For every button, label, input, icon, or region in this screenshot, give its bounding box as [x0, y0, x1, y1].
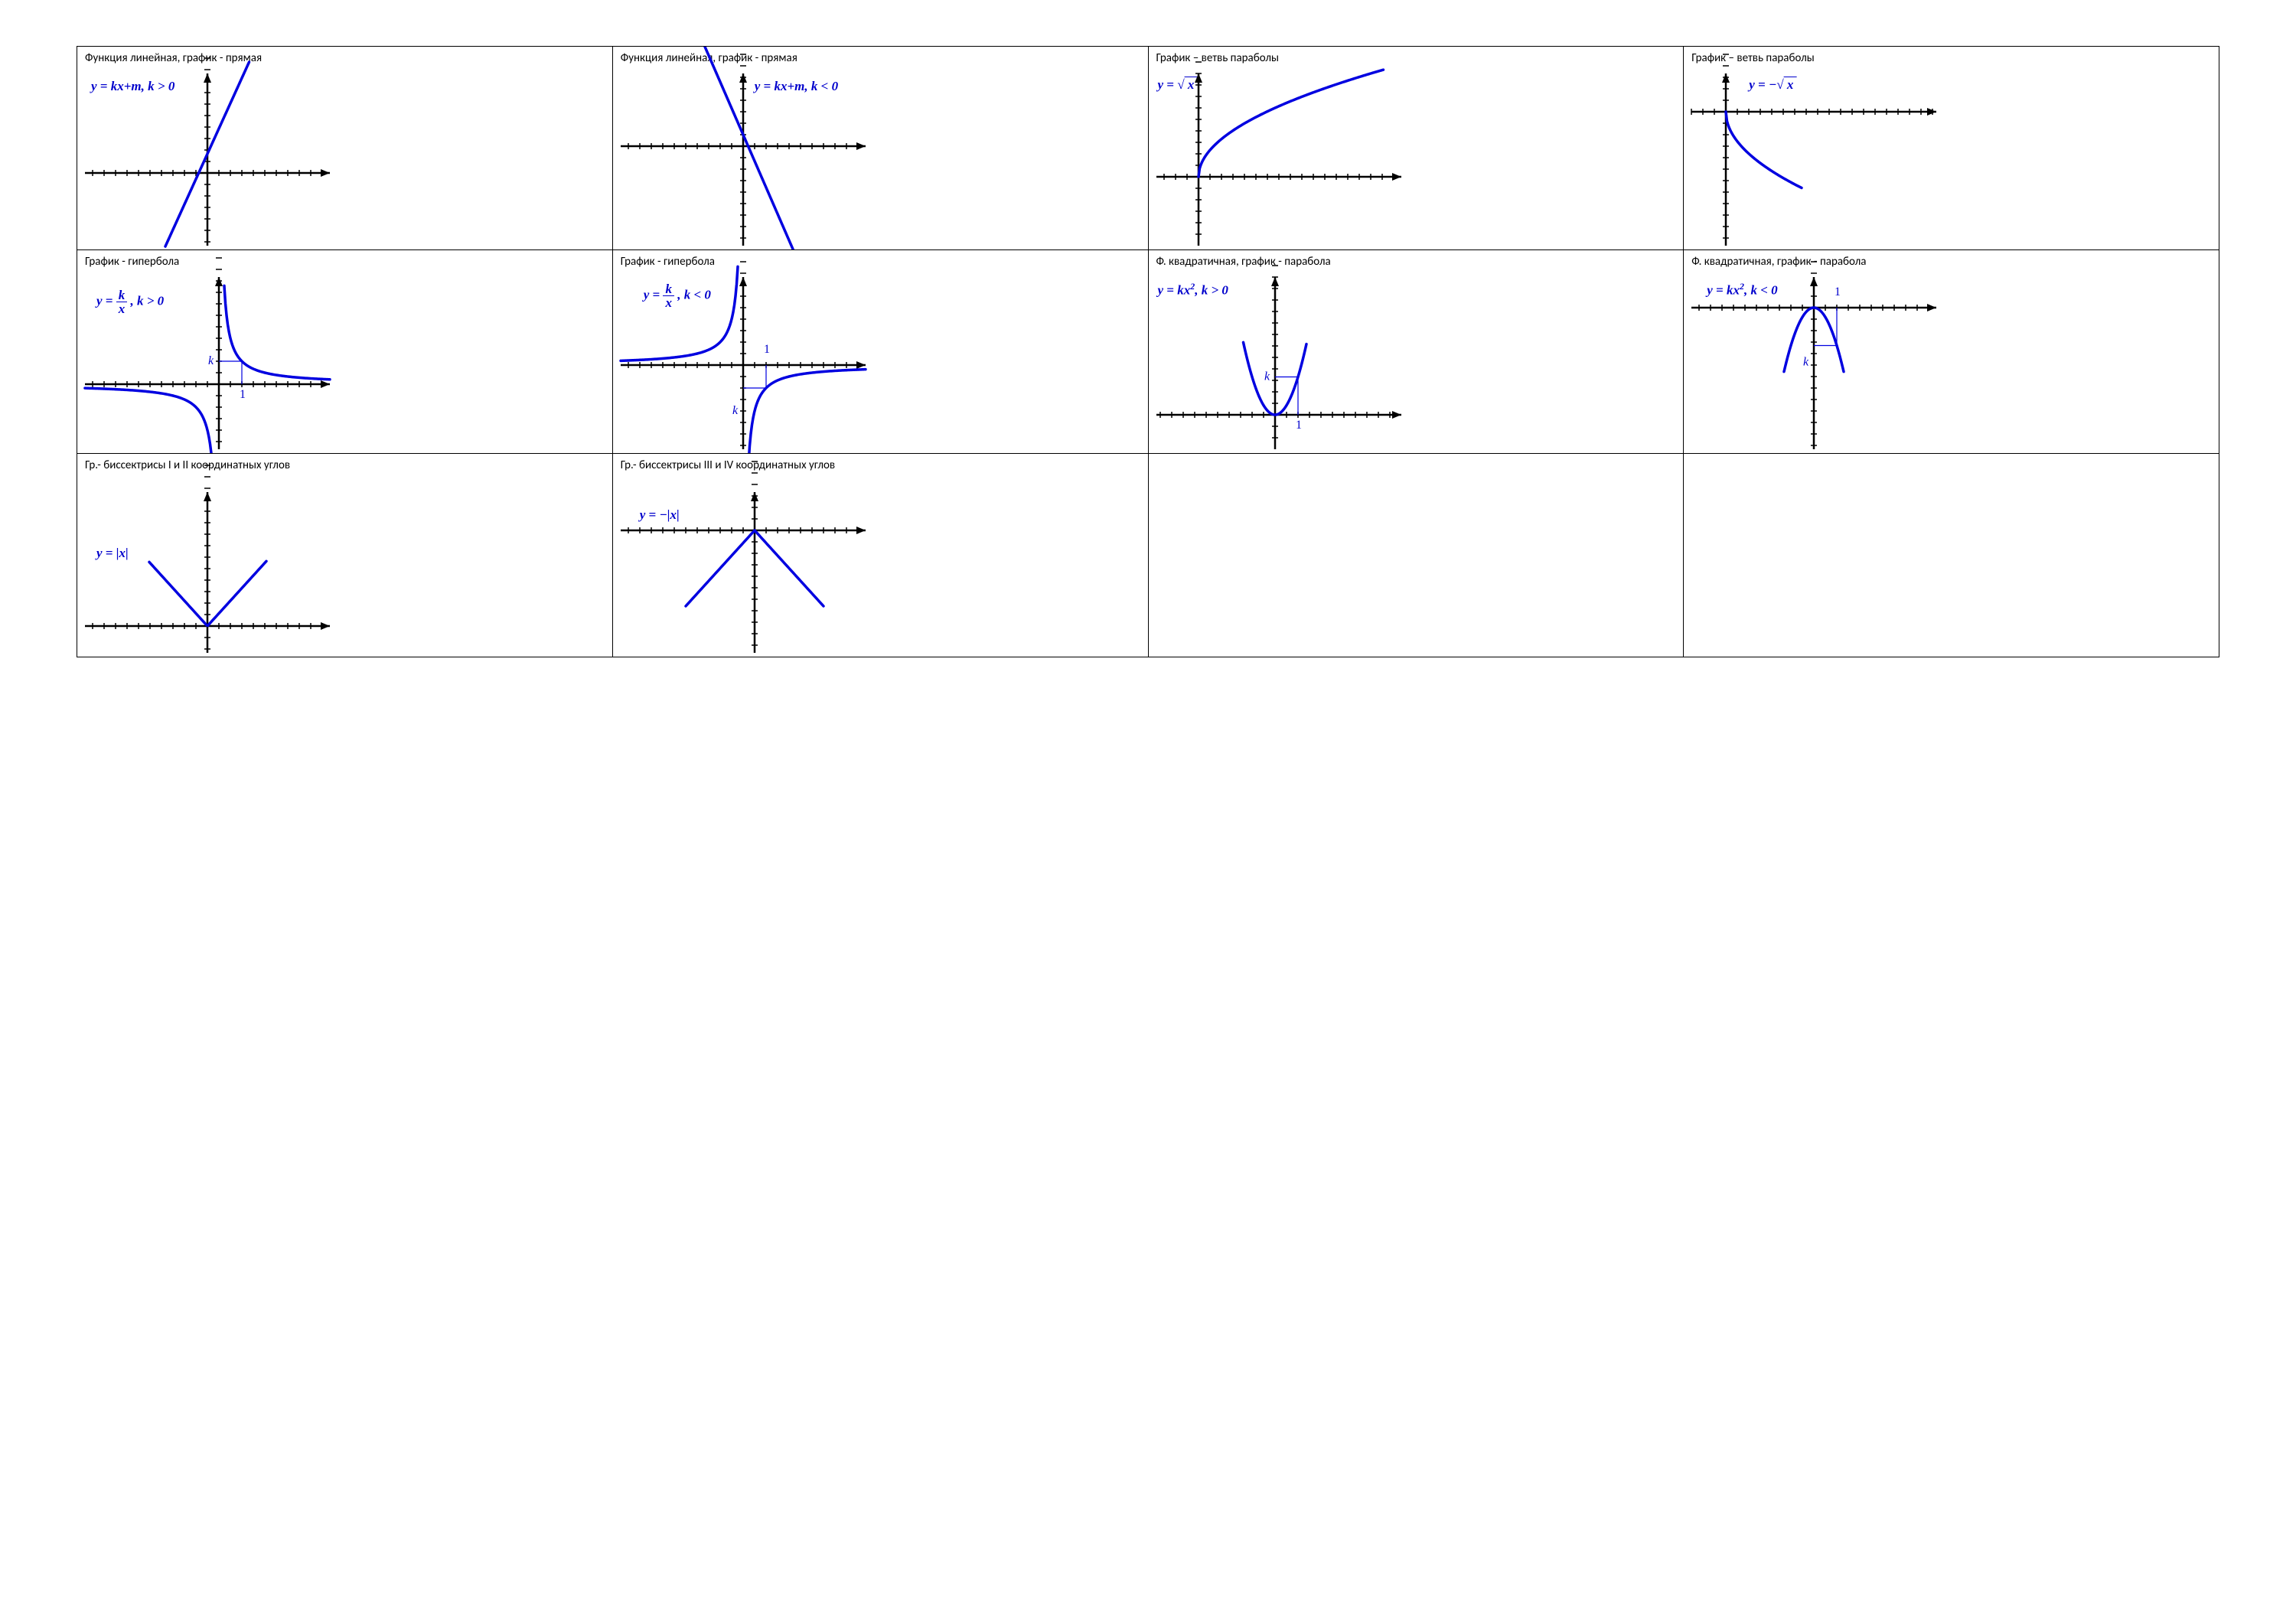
chart-cell: График – ветвь параболыy = −√ x: [1684, 47, 2219, 250]
chart-plot: [1149, 47, 1409, 249]
svg-text:k: k: [1803, 356, 1809, 369]
chart-cell: Ф. квадратичная, график - параболаy = kx…: [1148, 250, 1684, 454]
chart-cell: Гр.- биссектрисы III и IV координатных у…: [612, 454, 1148, 657]
function-chart-grid: Функция линейная, график - прямаяy = kx+…: [77, 46, 2219, 657]
chart-plot: [613, 454, 873, 657]
svg-text:1: 1: [764, 343, 770, 356]
chart-plot: k1: [1149, 250, 1409, 453]
chart-plot: [1684, 47, 1944, 249]
chart-plot: [77, 454, 338, 657]
svg-text:k: k: [732, 404, 739, 417]
chart-cell: Функция линейная, график - прямаяy = kx+…: [612, 47, 1148, 250]
svg-text:k: k: [208, 354, 214, 367]
chart-cell: График – ветвь параболыy = √ x: [1148, 47, 1684, 250]
chart-cell: Ф. квадратичная, график - параболаy = kx…: [1684, 250, 2219, 454]
chart-plot: k1: [77, 250, 338, 453]
svg-text:1: 1: [1296, 419, 1302, 432]
chart-cell: [1684, 454, 2219, 657]
svg-text:k: k: [1264, 370, 1270, 383]
chart-plot: k1: [1684, 250, 1944, 453]
chart-cell: Функция линейная, график - прямаяy = kx+…: [77, 47, 613, 250]
svg-text:1: 1: [240, 388, 246, 401]
chart-cell: [1148, 454, 1684, 657]
svg-text:1: 1: [1835, 285, 1841, 298]
chart-cell: График - гиперболаy = kx , k > 0k1: [77, 250, 613, 454]
chart-cell: Гр.- биссектрисы I и II координатных угл…: [77, 454, 613, 657]
chart-cell: График - гиперболаy = kx , k < 0k1: [612, 250, 1148, 454]
chart-plot: [77, 47, 338, 249]
chart-plot: k1: [613, 250, 873, 453]
chart-plot: [613, 47, 873, 249]
